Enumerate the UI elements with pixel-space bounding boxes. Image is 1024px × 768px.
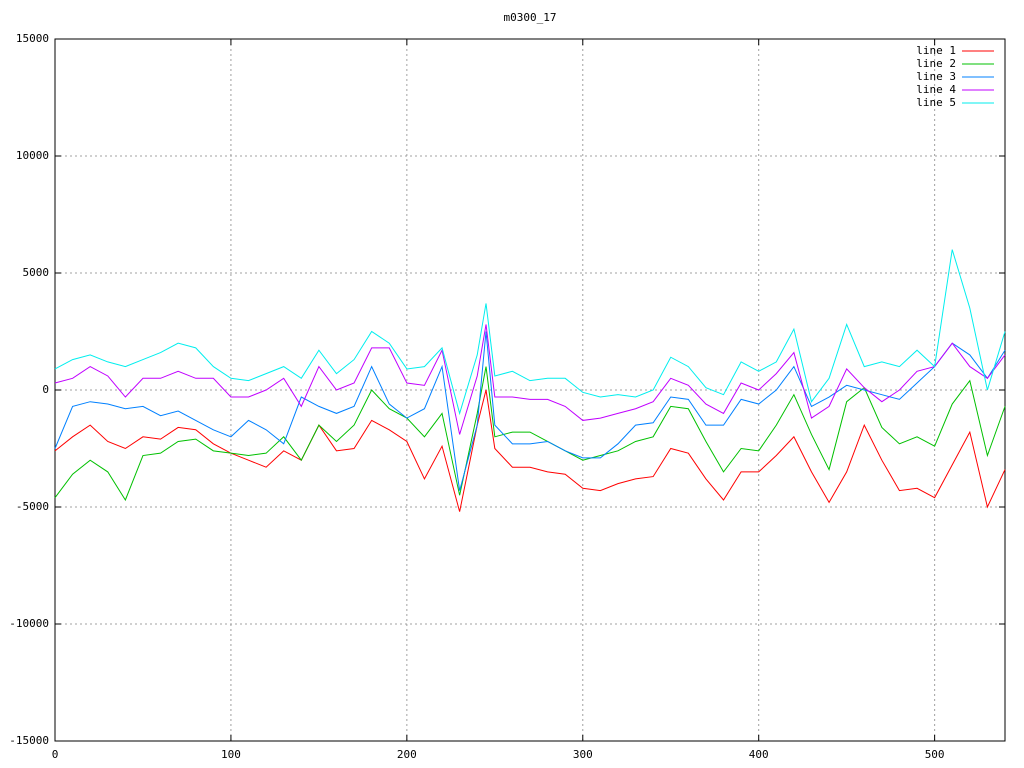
series-line — [54, 249, 1006, 416]
legend-label: line 2 — [916, 57, 956, 70]
x-tick-label: 0 — [52, 748, 59, 761]
x-tick-label: 100 — [221, 748, 241, 761]
legend-label: line 1 — [916, 44, 956, 57]
y-tick-label: -5000 — [16, 500, 49, 513]
y-tick-label: 0 — [42, 383, 49, 396]
x-tick-label: 500 — [925, 748, 945, 761]
y-tick-label: 15000 — [16, 32, 49, 45]
y-tick-label: -15000 — [9, 734, 49, 747]
series-line — [54, 324, 1006, 435]
y-tick-label: 5000 — [23, 266, 50, 279]
x-tick-label: 200 — [397, 748, 417, 761]
legend-label: line 4 — [916, 83, 956, 96]
x-tick-label: 300 — [573, 748, 593, 761]
y-tick-label: 10000 — [16, 149, 49, 162]
legend-label: line 5 — [916, 96, 956, 109]
series-line — [54, 331, 1006, 491]
series-line — [54, 366, 1006, 502]
series-line — [54, 389, 1006, 512]
x-tick-label: 400 — [749, 748, 769, 761]
chart-title: m0300_17 — [504, 11, 557, 24]
y-tick-label: -10000 — [9, 617, 49, 630]
legend-label: line 3 — [916, 70, 956, 83]
